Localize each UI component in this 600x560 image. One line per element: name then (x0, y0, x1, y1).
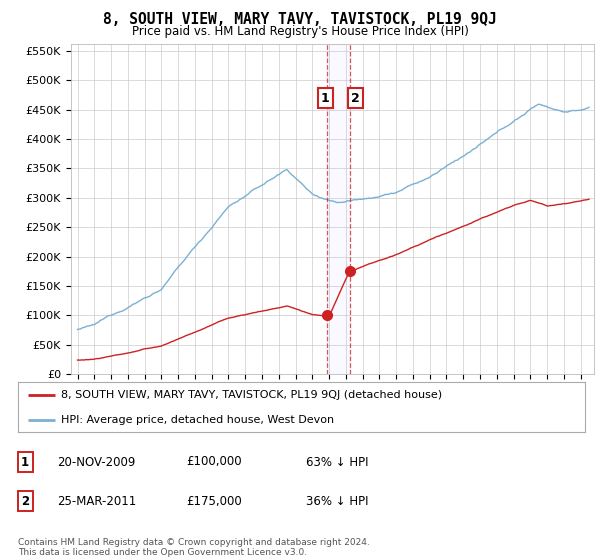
Text: 20-NOV-2009: 20-NOV-2009 (57, 455, 136, 469)
Text: Price paid vs. HM Land Registry's House Price Index (HPI): Price paid vs. HM Land Registry's House … (131, 25, 469, 38)
Text: HPI: Average price, detached house, West Devon: HPI: Average price, detached house, West… (61, 415, 334, 424)
Text: £100,000: £100,000 (186, 455, 242, 469)
Text: 1: 1 (321, 91, 330, 105)
Text: 36% ↓ HPI: 36% ↓ HPI (306, 494, 368, 508)
Bar (327, 44, 350, 374)
Text: 63% ↓ HPI: 63% ↓ HPI (306, 455, 368, 469)
Text: 8, SOUTH VIEW, MARY TAVY, TAVISTOCK, PL19 9QJ (detached house): 8, SOUTH VIEW, MARY TAVY, TAVISTOCK, PL1… (61, 390, 442, 399)
Text: Contains HM Land Registry data © Crown copyright and database right 2024.
This d: Contains HM Land Registry data © Crown c… (18, 538, 370, 557)
Text: 8, SOUTH VIEW, MARY TAVY, TAVISTOCK, PL19 9QJ: 8, SOUTH VIEW, MARY TAVY, TAVISTOCK, PL1… (103, 12, 497, 27)
Text: 25-MAR-2011: 25-MAR-2011 (57, 494, 136, 508)
Text: 1: 1 (21, 455, 29, 469)
Text: 2: 2 (351, 91, 360, 105)
Text: 2: 2 (21, 494, 29, 508)
Text: £175,000: £175,000 (186, 494, 242, 508)
